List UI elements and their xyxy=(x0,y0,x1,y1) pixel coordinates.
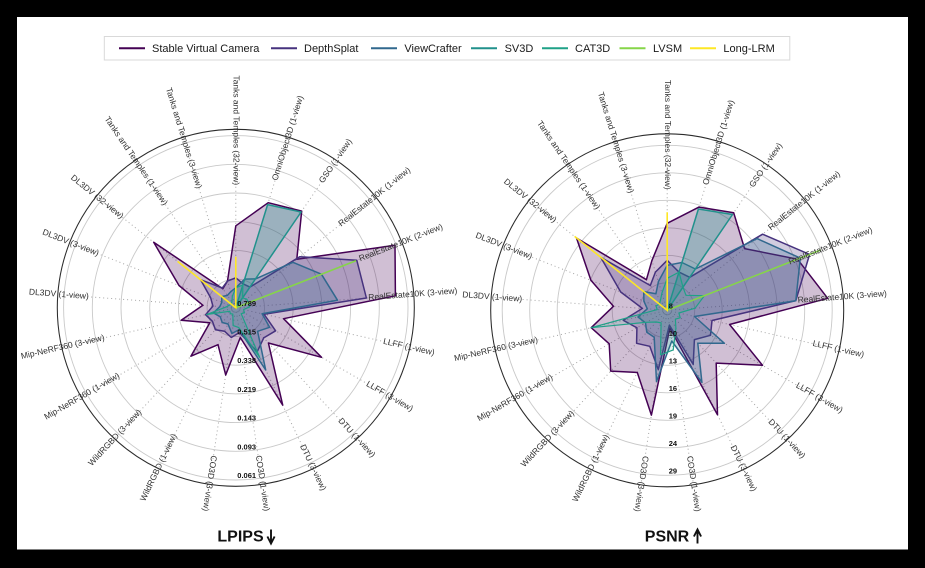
svg-text:13: 13 xyxy=(669,356,677,365)
svg-text:29: 29 xyxy=(669,466,677,475)
svg-text:0.789: 0.789 xyxy=(237,299,256,308)
svg-text:CAT3D: CAT3D xyxy=(575,43,610,55)
svg-text:0.515: 0.515 xyxy=(237,328,256,337)
svg-text:19: 19 xyxy=(669,411,677,420)
svg-text:Stable Virtual Camera: Stable Virtual Camera xyxy=(152,43,260,55)
svg-text:24: 24 xyxy=(669,439,678,448)
svg-text:SV3D: SV3D xyxy=(505,43,534,55)
svg-text:0.061: 0.061 xyxy=(237,471,256,480)
svg-text:DepthSplat: DepthSplat xyxy=(304,43,358,55)
svg-text:0.093: 0.093 xyxy=(237,442,256,451)
svg-text:Tanks and Temples (32-view): Tanks and Temples (32-view) xyxy=(232,75,242,185)
svg-text:LVSM: LVSM xyxy=(653,43,682,55)
svg-text:DL3DV (1-view): DL3DV (1-view) xyxy=(29,287,90,301)
svg-text:ViewCrafter: ViewCrafter xyxy=(404,43,462,55)
svg-text:16: 16 xyxy=(669,384,677,393)
svg-text:0.219: 0.219 xyxy=(237,385,256,394)
svg-text:LPIPS: LPIPS xyxy=(217,529,264,546)
svg-text:Long-LRM: Long-LRM xyxy=(723,43,774,55)
svg-text:Tanks and Temples (32-view): Tanks and Temples (32-view) xyxy=(663,80,673,190)
svg-text:DL3DV (1-view): DL3DV (1-view) xyxy=(462,289,523,303)
svg-text:0.143: 0.143 xyxy=(237,414,256,423)
svg-text:0.338: 0.338 xyxy=(237,356,256,365)
svg-text:PSNR: PSNR xyxy=(645,529,690,546)
svg-text:8: 8 xyxy=(669,301,673,310)
svg-text:10: 10 xyxy=(669,329,677,338)
